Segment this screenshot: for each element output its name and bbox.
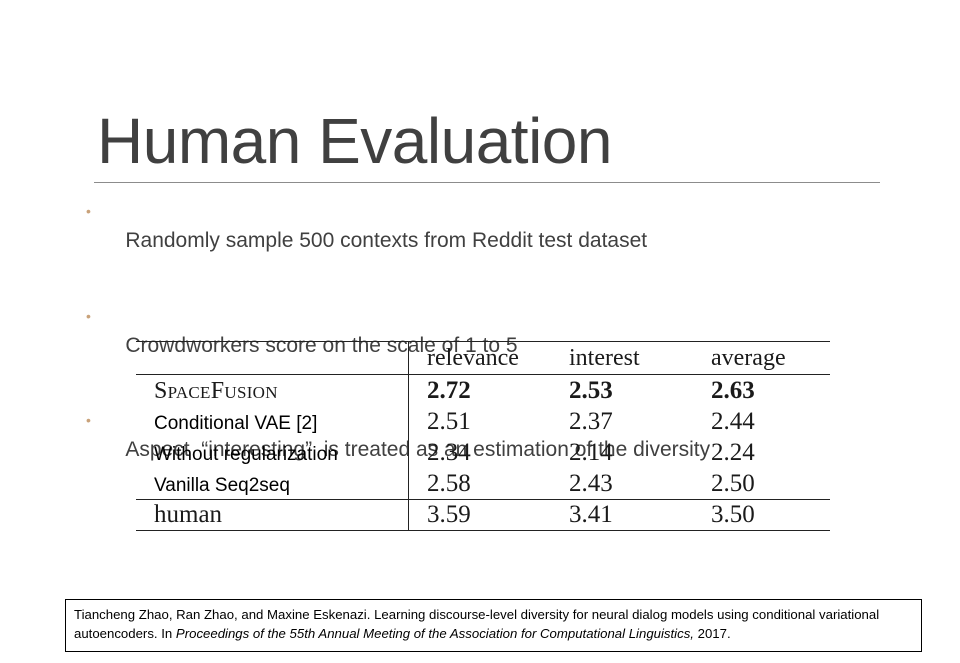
header-interest: interest xyxy=(551,341,693,375)
relevance-cell: 2.58 xyxy=(408,468,551,500)
average-cell: 3.50 xyxy=(693,499,830,531)
slide-title: Human Evaluation xyxy=(97,105,612,177)
method-label: human xyxy=(154,501,223,528)
citation-year: 2017. xyxy=(693,626,731,641)
method-name: human xyxy=(136,499,409,531)
header-relevance: relevance xyxy=(408,341,551,375)
interest-cell: 2.14 xyxy=(569,438,613,466)
bullet-item: • Randomly sample 500 contexts from Reddi… xyxy=(86,196,710,286)
results-table: relevance interest average SpaceFusion 2… xyxy=(136,341,830,531)
method-label: Vanilla Seq2seq xyxy=(154,474,290,496)
bullet-dot-icon: • xyxy=(86,412,91,428)
relevance-cell: 2.72 xyxy=(427,376,471,404)
average-cell: 2.50 xyxy=(693,468,830,500)
average-cell: 2.63 xyxy=(711,376,755,404)
header-method xyxy=(136,341,409,375)
table-row: Vanilla Seq2seq 2.58 2.43 2.50 xyxy=(136,468,830,500)
table-row: SpaceFusion 2.72 2.53 2.63 xyxy=(136,374,830,406)
table-row: Conditional VAE [2] 2.51 2.37 2.44 xyxy=(136,406,830,437)
results-table-container: relevance interest average SpaceFusion 2… xyxy=(136,341,830,531)
interest-cell: 2.37 xyxy=(569,407,613,435)
method-name: Without regularization xyxy=(136,437,409,468)
interest-cell: 3.41 xyxy=(551,499,693,531)
method-name: SpaceFusion xyxy=(136,374,409,406)
average-cell: 2.24 xyxy=(711,438,755,466)
method-name: Conditional VAE [2] xyxy=(136,406,409,437)
bullet-dot-icon: • xyxy=(86,203,91,219)
citation-text: Tiancheng Zhao, Ran Zhao, and Maxine Esk… xyxy=(74,607,880,641)
table-row: human 3.59 3.41 3.50 xyxy=(136,499,830,531)
method-label: SpaceFusion xyxy=(154,377,278,404)
bullet-dot-icon: • xyxy=(86,307,91,324)
relevance-cell: 2.51 xyxy=(427,407,471,435)
average-cell: 2.44 xyxy=(711,407,755,435)
method-label: Without regularization xyxy=(154,443,338,465)
header-average: average xyxy=(693,341,830,375)
bullet-text: Randomly sample 500 contexts from Reddit… xyxy=(125,229,648,252)
method-name: Vanilla Seq2seq xyxy=(136,468,409,500)
citation-venue: Proceedings of the 55th Annual Meeting o… xyxy=(175,626,694,641)
citation-box: Tiancheng Zhao, Ran Zhao, and Maxine Esk… xyxy=(65,599,922,652)
title-divider xyxy=(94,182,880,183)
table-header-row: relevance interest average xyxy=(136,341,830,375)
relevance-cell: 3.59 xyxy=(408,499,551,531)
relevance-cell: 2.34 xyxy=(427,438,471,466)
interest-cell: 2.43 xyxy=(551,468,693,500)
table-row: Without regularization 2.34 2.14 2.24 xyxy=(136,437,830,468)
interest-cell: 2.53 xyxy=(569,376,613,404)
method-label: Conditional VAE [2] xyxy=(154,412,318,434)
